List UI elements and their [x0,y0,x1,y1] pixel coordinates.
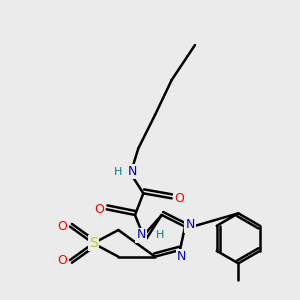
Text: H: H [156,230,164,240]
Text: N: N [185,218,195,232]
Text: H: H [114,167,122,177]
Text: O: O [174,192,184,205]
Text: N: N [136,229,146,242]
Text: O: O [58,254,68,266]
Text: O: O [58,220,68,233]
Text: O: O [94,203,104,216]
Text: S: S [89,236,98,250]
Text: N: N [128,165,137,178]
Text: N: N [177,250,186,262]
